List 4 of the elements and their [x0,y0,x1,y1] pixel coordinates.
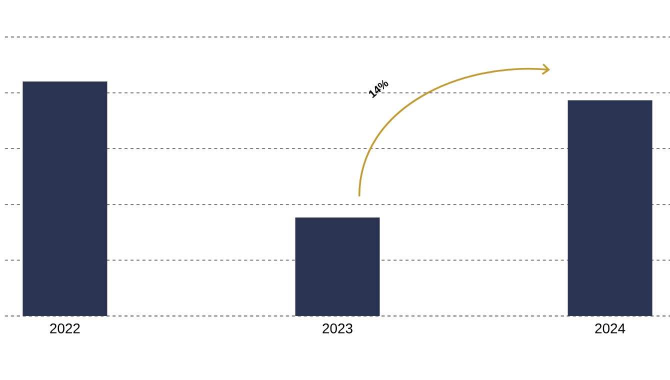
annotation: 14% [368,80,388,98]
x-tick-label: 2022 [50,323,80,334]
x-tick-label: 2024 [595,323,626,334]
x-tick-label: 2023 [322,323,352,334]
